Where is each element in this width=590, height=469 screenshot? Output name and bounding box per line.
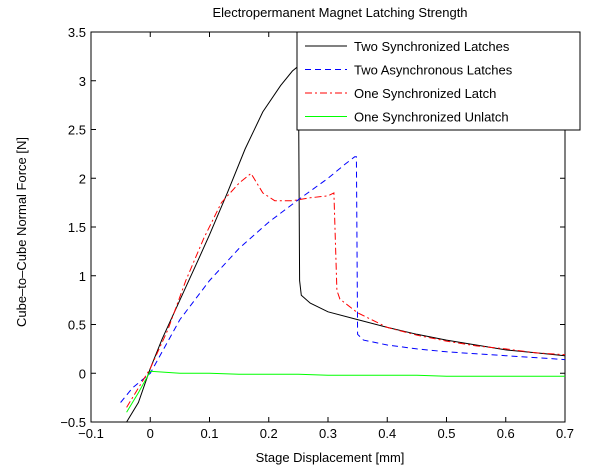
y-tick-label: −0.5 bbox=[60, 415, 86, 430]
y-tick-label: 3 bbox=[79, 74, 86, 89]
series-line-4 bbox=[126, 370, 565, 413]
x-tick-label: 0.7 bbox=[556, 426, 574, 441]
series-line-3 bbox=[126, 172, 566, 408]
x-tick-label: 0.6 bbox=[497, 426, 515, 441]
legend-box bbox=[296, 31, 581, 131]
legend-label: One Synchronized Unlatch bbox=[354, 110, 509, 125]
legend-label: Two Asynchronous Latches bbox=[354, 63, 513, 78]
legend-label: One Synchronized Latch bbox=[354, 86, 496, 101]
y-tick-label: 2 bbox=[79, 171, 86, 186]
x-tick-label: 0 bbox=[147, 426, 154, 441]
x-axis-label: Stage Displacement [mm] bbox=[256, 450, 405, 465]
y-tick-label: 1.5 bbox=[68, 220, 86, 235]
y-tick-label: 0 bbox=[79, 366, 86, 381]
y-tick-label: 1 bbox=[79, 269, 86, 284]
y-tick-label: 0.5 bbox=[68, 318, 86, 333]
plot-area: −0.1 0 0.1 0.2 0.3 0.4 0.5 0.6 0.7 −0.5 0 0.5 1 1.5 2 2… bbox=[60, 25, 581, 441]
x-tick-label: 0.1 bbox=[200, 426, 218, 441]
y-tick-label: 2.5 bbox=[68, 123, 86, 138]
y-tick-label: 3.5 bbox=[68, 25, 86, 40]
x-tick-label: 0.2 bbox=[260, 426, 278, 441]
y-axis-label: Cube–to–Cube Normal Force [N] bbox=[14, 137, 29, 327]
series-line-2 bbox=[120, 156, 566, 403]
x-tick-label: 0.5 bbox=[437, 426, 455, 441]
legend-label: Two Synchronized Latches bbox=[354, 39, 510, 54]
x-tick-label: 0.4 bbox=[378, 426, 396, 441]
x-tick-label: −0.1 bbox=[78, 426, 104, 441]
x-tick-label: 0.3 bbox=[319, 426, 337, 441]
chart-title: Electropermanent Magnet Latching Strengt… bbox=[212, 5, 467, 20]
